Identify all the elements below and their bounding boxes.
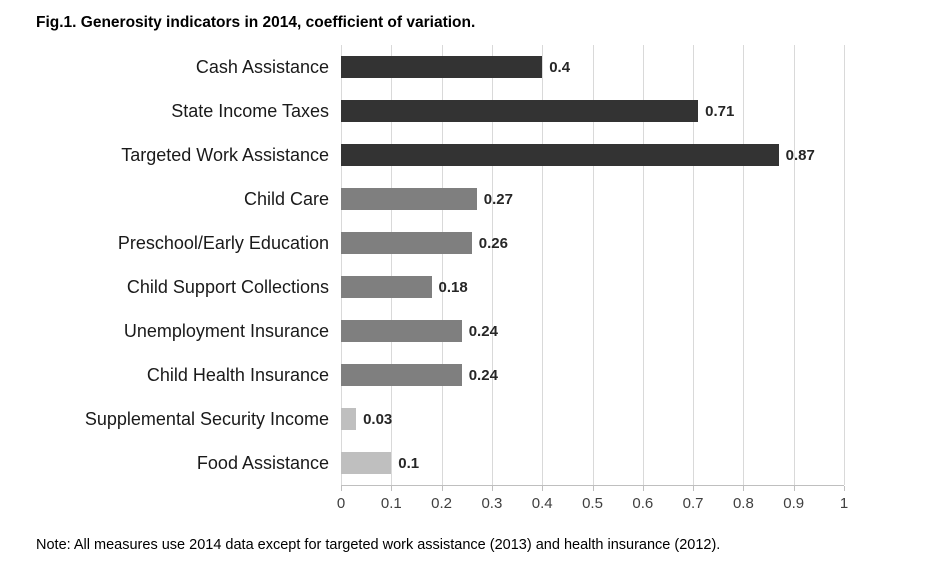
bar-track: 0.71 bbox=[341, 89, 844, 133]
bar-track: 0.27 bbox=[341, 177, 844, 221]
bar-track: 0.26 bbox=[341, 221, 844, 265]
category-label: Food Assistance bbox=[196, 452, 329, 473]
value-label: 0.03 bbox=[363, 410, 393, 428]
bar bbox=[341, 232, 472, 254]
gridline bbox=[542, 45, 544, 485]
bar-track: 0.4 bbox=[341, 45, 844, 89]
bar bbox=[341, 408, 357, 430]
bar bbox=[341, 364, 462, 386]
bar-row: Preschool/Early Education 0.26 bbox=[10, 221, 926, 265]
category-label: Supplemental Security Income bbox=[84, 408, 329, 429]
axis-tick bbox=[441, 486, 443, 491]
x-axis: 0 0.1 0.2 0.3 0.4 0.5 0.6 0.7 0.8 0.9 1 bbox=[337, 485, 848, 520]
bar bbox=[341, 320, 462, 342]
axis-tick bbox=[693, 486, 695, 491]
value-label: 0.26 bbox=[478, 234, 508, 252]
gridline bbox=[844, 45, 845, 485]
note-text: Note: All measures use 2014 data except … bbox=[36, 537, 721, 553]
gridline bbox=[441, 45, 443, 485]
bar bbox=[341, 100, 699, 122]
gridline bbox=[341, 45, 342, 485]
axis-tick bbox=[491, 486, 493, 491]
bar-track: 0.18 bbox=[341, 265, 844, 309]
plot-area: Cash Assistance 0.4 State Income Taxes 0.71… bbox=[10, 45, 926, 485]
gridline bbox=[693, 45, 695, 485]
axis-tick-label: 0 bbox=[336, 495, 346, 512]
bar-row: Food Assistance 0.1 bbox=[10, 441, 926, 485]
axis-tick bbox=[341, 486, 342, 491]
bar bbox=[341, 144, 779, 166]
axis-tick-label: 1 bbox=[839, 495, 849, 512]
axis-tick-label: 0.9 bbox=[783, 495, 805, 512]
value-label: 0.24 bbox=[468, 366, 498, 384]
chart-title: Fig.1. Generosity indicators in 2014, co… bbox=[36, 14, 476, 31]
bar-row: Child Health Insurance 0.24 bbox=[10, 353, 926, 397]
axis-tick-label: 0.5 bbox=[582, 495, 603, 512]
category-label: Child Health Insurance bbox=[146, 364, 329, 385]
gridline bbox=[592, 45, 594, 485]
axis-tick bbox=[793, 486, 795, 491]
bar-row: Cash Assistance 0.4 bbox=[10, 45, 926, 89]
value-label: 0.71 bbox=[705, 102, 735, 120]
value-label: 0.27 bbox=[483, 190, 513, 208]
bar-row: Targeted Work Assistance 0.87 bbox=[10, 133, 926, 177]
category-label: State Income Taxes bbox=[171, 100, 329, 121]
axis-tick-label: 0.1 bbox=[380, 495, 402, 512]
value-label: 0.87 bbox=[785, 146, 815, 164]
category-label: Preschool/Early Education bbox=[117, 232, 329, 253]
bar-track: 0.03 bbox=[341, 397, 844, 441]
category-label: Targeted Work Assistance bbox=[121, 144, 329, 165]
bar-track: 0.1 bbox=[341, 441, 844, 485]
axis-tick-label: 0.2 bbox=[431, 495, 453, 512]
bar-row: Supplemental Security Income 0.03 bbox=[10, 397, 926, 441]
value-label: 0.4 bbox=[549, 58, 571, 76]
bar-row: State Income Taxes 0.71 bbox=[10, 89, 926, 133]
axis-tick-label: 0.4 bbox=[531, 495, 553, 512]
bar-chart: Cash Assistance 0.4 State Income Taxes 0.71… bbox=[10, 45, 926, 485]
axis-tick-label: 0.3 bbox=[481, 495, 503, 512]
gridline bbox=[642, 45, 644, 485]
bar-track: 0.24 bbox=[341, 309, 844, 353]
gridline-layer bbox=[341, 45, 845, 485]
bar-track: 0.87 bbox=[341, 133, 844, 177]
bar-row: Child Support Collections 0.18 bbox=[10, 265, 926, 309]
axis-tick-label: 0.7 bbox=[682, 495, 704, 512]
axis-tick bbox=[844, 486, 845, 491]
bar bbox=[341, 452, 392, 474]
axis-tick bbox=[592, 486, 594, 491]
value-label: 0.18 bbox=[438, 278, 468, 296]
axis-tick bbox=[542, 486, 544, 491]
gridline bbox=[391, 45, 393, 485]
gridline bbox=[793, 45, 795, 485]
bar-row: Unemployment Insurance 0.24 bbox=[10, 309, 926, 353]
axis-tick bbox=[391, 486, 393, 491]
bar bbox=[341, 276, 432, 298]
bar bbox=[341, 188, 477, 210]
axis-tick bbox=[642, 486, 644, 491]
category-label: Child Care bbox=[243, 188, 329, 209]
category-label: Unemployment Insurance bbox=[123, 320, 329, 341]
axis-tick bbox=[743, 486, 745, 491]
value-label: 0.1 bbox=[398, 454, 420, 472]
category-label: Child Support Collections bbox=[126, 276, 329, 297]
bar-track: 0.24 bbox=[341, 353, 844, 397]
gridline bbox=[491, 45, 493, 485]
axis-tick-label: 0.8 bbox=[732, 495, 754, 512]
bar bbox=[341, 56, 543, 78]
axis-tick-label: 0.6 bbox=[632, 495, 654, 512]
category-label: Cash Assistance bbox=[195, 56, 329, 77]
value-label: 0.24 bbox=[468, 322, 498, 340]
bar-row: Child Care 0.27 bbox=[10, 177, 926, 221]
gridline bbox=[743, 45, 745, 485]
